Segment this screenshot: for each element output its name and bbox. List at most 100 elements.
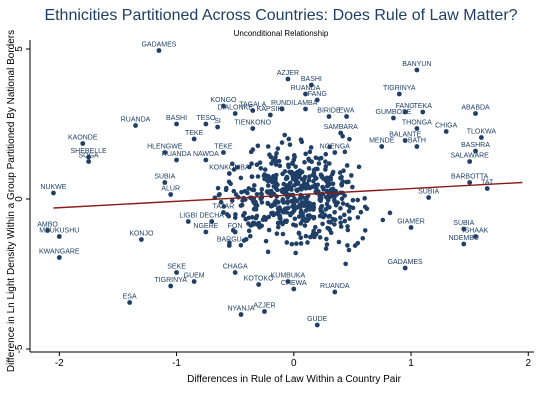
data-point (293, 164, 298, 169)
data-point (273, 176, 278, 181)
point-label: TESO (196, 115, 216, 122)
data-point (311, 215, 317, 221)
point-label: TIGRINYA (154, 277, 187, 284)
data-point (360, 236, 366, 241)
axes: -5 0 5 -2 -1 0 1 2 (14, 40, 534, 369)
data-point (279, 106, 285, 112)
data-point (269, 211, 275, 217)
data-point (266, 214, 271, 220)
point-label: CHIGA (435, 123, 458, 130)
data-point (238, 175, 244, 181)
data-point (291, 202, 296, 207)
x-tick-label: -2 (55, 358, 64, 369)
point-label: NGENGA (320, 144, 351, 151)
data-point (232, 111, 238, 116)
data-point (314, 322, 320, 328)
data-point (191, 279, 197, 284)
data-point (270, 203, 275, 209)
data-point (346, 209, 352, 214)
point-label: KAPSIKI (257, 106, 284, 113)
data-point (174, 157, 179, 163)
data-point (51, 190, 56, 196)
data-point (250, 214, 255, 220)
point-label: TEKA (414, 103, 433, 110)
data-point (259, 187, 265, 192)
data-point (265, 183, 271, 188)
data-point (313, 231, 319, 237)
data-point (330, 181, 336, 187)
data-point (338, 224, 344, 229)
data-point (266, 178, 271, 184)
point-label: FANG (396, 103, 415, 110)
point-label: EWA (339, 108, 355, 115)
data-point (300, 211, 306, 216)
data-point (294, 188, 300, 194)
chart-subtitle: Unconditional Relationship (234, 29, 329, 38)
data-point (307, 149, 313, 155)
data-point (224, 185, 229, 191)
point-label: TEKE (214, 144, 233, 151)
data-point (251, 206, 257, 212)
data-point (162, 150, 168, 155)
data-point (387, 210, 393, 216)
data-point (340, 201, 346, 206)
point-label: ALUR (161, 186, 180, 193)
data-point (86, 154, 92, 160)
data-point (276, 158, 282, 164)
point-label: TLOKWA (467, 129, 497, 136)
point-label: BIRIDE (317, 108, 341, 115)
data-point (338, 220, 343, 226)
data-point (221, 150, 226, 155)
point-label: NUKWE (40, 184, 66, 191)
data-point (414, 67, 420, 73)
data-point (296, 231, 302, 236)
data-point (310, 184, 315, 190)
point-label: TAJAR (213, 204, 235, 211)
data-point (277, 163, 283, 169)
data-point (191, 136, 197, 142)
data-point (328, 194, 333, 199)
chart-title: Ethnicities Partitioned Across Countries… (44, 7, 517, 24)
point-label: DIALONKE (217, 105, 253, 112)
data-point (288, 212, 293, 218)
data-point (323, 178, 329, 183)
point-label: RUANDA (291, 85, 321, 92)
point-label: RUANDA (162, 151, 192, 158)
data-point (273, 154, 278, 160)
data-point (246, 228, 252, 234)
data-point (461, 241, 467, 247)
data-point (298, 235, 304, 241)
data-point (238, 312, 244, 317)
data-point (310, 231, 316, 237)
data-point (420, 109, 426, 115)
point-label: CHEWA (281, 280, 307, 287)
data-point (245, 190, 250, 196)
data-point (298, 241, 304, 246)
data-point (358, 209, 364, 215)
data-point (283, 219, 289, 225)
data-point (235, 164, 240, 170)
data-point (356, 164, 362, 170)
data-point (340, 179, 346, 184)
data-point (303, 106, 308, 112)
point-label: RUANDA (121, 117, 151, 124)
data-point (265, 144, 271, 149)
data-point (226, 213, 232, 219)
point-label: NGERE (193, 223, 218, 230)
data-point (287, 169, 292, 175)
point-label: NAWDA (193, 151, 219, 158)
data-point (185, 219, 191, 224)
data-point (291, 286, 297, 292)
data-point (319, 203, 325, 209)
data-point (312, 224, 318, 230)
data-point (343, 261, 348, 267)
data-point (253, 202, 258, 208)
data-point (257, 160, 263, 165)
data-point (265, 201, 271, 207)
data-point (347, 216, 352, 221)
data-point (273, 158, 278, 164)
data-point (295, 174, 301, 180)
data-point (275, 220, 281, 226)
point-label: GUMBOSE (376, 109, 412, 116)
